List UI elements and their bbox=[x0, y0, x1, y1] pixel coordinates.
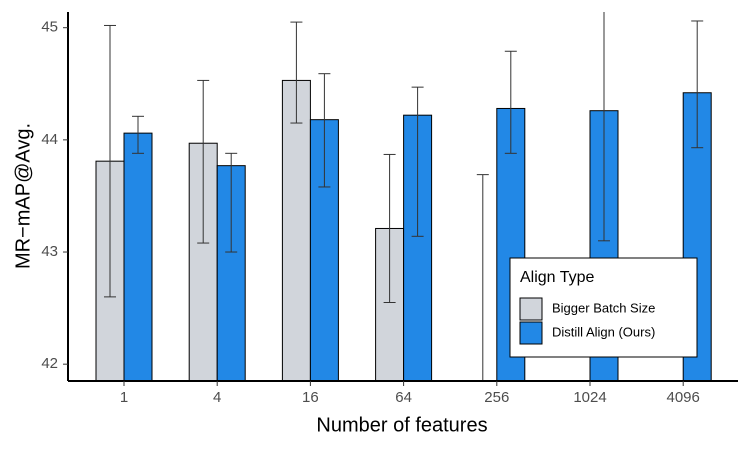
x-tick-label: 1024 bbox=[573, 389, 606, 406]
legend-swatch bbox=[519, 297, 543, 321]
legend-swatch bbox=[519, 321, 543, 345]
y-axis-title: MR−mAP@Avg. bbox=[12, 123, 34, 269]
x-tick-label: 1 bbox=[120, 389, 128, 406]
x-tick-label: 16 bbox=[302, 389, 319, 406]
bar bbox=[281, 79, 311, 381]
legend-label: Bigger Batch Size bbox=[552, 300, 655, 315]
legend-title: Align Type bbox=[520, 269, 595, 286]
legend-label: Distill Align (Ours) bbox=[552, 324, 655, 339]
bar bbox=[123, 132, 153, 381]
y-tick-label: 43 bbox=[41, 243, 58, 260]
x-tick-label: 64 bbox=[395, 389, 412, 406]
y-tick-label: 45 bbox=[41, 19, 58, 36]
x-tick-label: 4096 bbox=[667, 389, 700, 406]
y-tick-label: 44 bbox=[41, 131, 58, 148]
x-axis-title: Number of features bbox=[316, 414, 487, 436]
y-tick-label: 42 bbox=[41, 355, 58, 372]
x-tick-label: 4 bbox=[213, 389, 221, 406]
x-tick-label: 256 bbox=[484, 389, 509, 406]
